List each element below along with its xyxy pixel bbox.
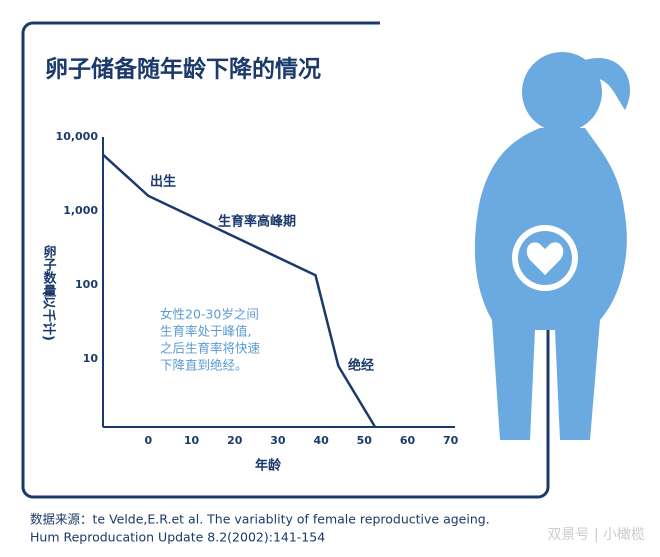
y-tick-label: 10,000 [56, 130, 99, 143]
x-tick-label: 60 [400, 434, 416, 447]
watermark: 双景号 | 小橄榄 [547, 527, 645, 543]
y-tick-label: 100 [75, 278, 98, 291]
frame-gap [380, 15, 560, 55]
chart-title: 卵子储备随年龄下降的情况 [45, 56, 321, 83]
annotation: 生育率高峰期 [218, 214, 296, 230]
x-tick-label: 50 [357, 434, 373, 447]
annotation: 绝经 [348, 358, 374, 374]
y-tick-label: 10 [83, 352, 99, 365]
x-axis-label: 年龄 [255, 458, 282, 474]
y-tick-label: 1,000 [63, 204, 98, 217]
y-axis-label: (以千计) [41, 290, 57, 341]
x-tick-label: 30 [270, 434, 286, 447]
note: 之后生育率将快速 [160, 341, 261, 356]
note: 下降直到绝经。 [160, 358, 248, 373]
note: 女性20-30岁之间 [160, 307, 259, 322]
line [102, 154, 377, 428]
x-tick-label: 10 [184, 434, 200, 447]
y-axis-label: 卵子数量 [41, 244, 57, 298]
x-tick-label: 20 [227, 434, 243, 447]
note: 生育率处于峰值, [160, 324, 251, 339]
source: 数据来源：te Velde,E.R.et al. The variablity … [30, 512, 490, 527]
heart [526, 242, 564, 275]
x-tick-label: 0 [145, 434, 153, 447]
source: Hum Reproducation Update 8.2(2002):141-1… [30, 530, 325, 545]
annotation: 出生 [150, 174, 176, 190]
x-tick-label: 70 [443, 434, 459, 447]
x-tick-label: 40 [313, 434, 329, 447]
